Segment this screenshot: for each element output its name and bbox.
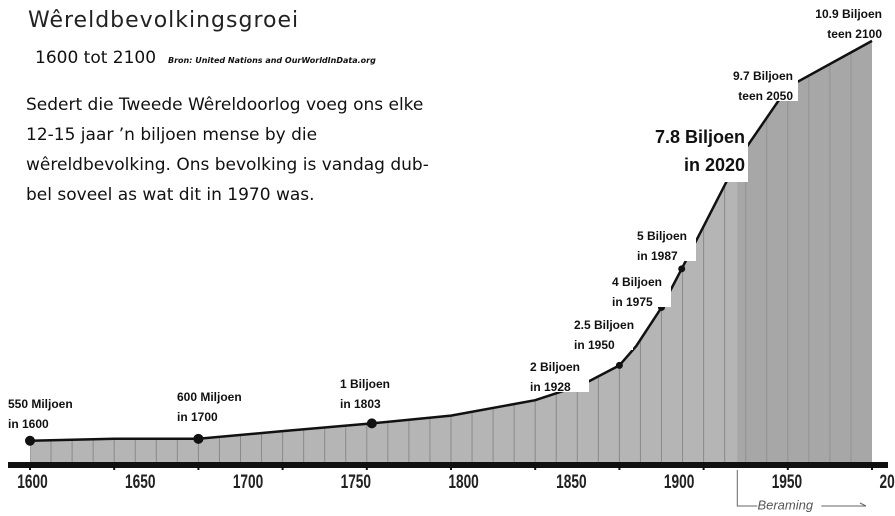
data-point xyxy=(678,265,685,272)
year-label: in 1950 xyxy=(574,338,615,352)
x-tick-label: 1750 xyxy=(341,471,371,493)
x-tick-label: 1600 xyxy=(17,471,47,493)
value-label: 550 Miljoen xyxy=(8,397,73,411)
value-label: 7.8 Biljoen xyxy=(655,127,745,147)
value-label: 1 Biljoen xyxy=(340,377,390,391)
x-tick-label: 1700 xyxy=(233,471,263,493)
x-tick-label: 2000 xyxy=(879,471,895,493)
chart: 1600165017001750180018501900195020002050… xyxy=(0,0,895,516)
x-axis xyxy=(8,462,888,468)
value-label: 9.7 Biljoen xyxy=(733,69,793,83)
year-label: in 1803 xyxy=(340,397,381,411)
data-point xyxy=(193,434,203,444)
value-label: 2 Biljoen xyxy=(530,360,580,374)
year-label: in 1600 xyxy=(8,417,49,431)
description-line: Sedert die Tweede Wêreldoorlog voeg ons … xyxy=(26,90,429,120)
year-label: in 1928 xyxy=(530,380,571,394)
x-tick-label: 1950 xyxy=(772,471,802,493)
description-line: bel soveel as wat dit in 1970 was. xyxy=(26,180,429,210)
projection-label: Beraming xyxy=(757,497,813,512)
x-tick-label: 1800 xyxy=(448,471,478,493)
data-point xyxy=(367,418,377,428)
value-label: 600 Miljoen xyxy=(177,390,242,404)
data-point xyxy=(616,362,623,369)
year-label: in 1987 xyxy=(637,249,678,263)
x-tick-label: 1900 xyxy=(664,471,694,493)
source: Bron: United Nations and OurWorldInData.… xyxy=(168,56,376,65)
value-label: 4 Biljoen xyxy=(612,275,662,289)
description-line: 12-15 jaar ’n biljoen mense by die xyxy=(26,120,429,150)
year-label: in 1975 xyxy=(612,295,653,309)
projection-arrow xyxy=(821,503,866,506)
value-label: 5 Biljoen xyxy=(637,229,687,243)
year-label: teen 2100 xyxy=(827,27,882,41)
description-line: wêreldbevolking. Ons bevolking is vandag… xyxy=(26,150,429,180)
data-point xyxy=(25,436,35,446)
description: Sedert die Tweede Wêreldoorlog voeg ons … xyxy=(26,90,429,210)
year-label: in 2020 xyxy=(684,155,745,175)
year-label: teen 2050 xyxy=(738,89,793,103)
chart-subtitle: 1600 tot 2100 xyxy=(35,48,156,68)
year-label: in 1700 xyxy=(177,410,218,424)
x-tick-label: 1650 xyxy=(125,471,155,493)
infographic: 1600165017001750180018501900195020002050… xyxy=(0,0,895,516)
projection-bracket xyxy=(737,470,757,506)
chart-title: Wêreldbevolkingsgroei xyxy=(28,8,299,33)
value-label: 10.9 Biljoen xyxy=(815,7,882,21)
x-tick-label: 1850 xyxy=(556,471,586,493)
value-label: 2.5 Biljoen xyxy=(574,318,634,332)
